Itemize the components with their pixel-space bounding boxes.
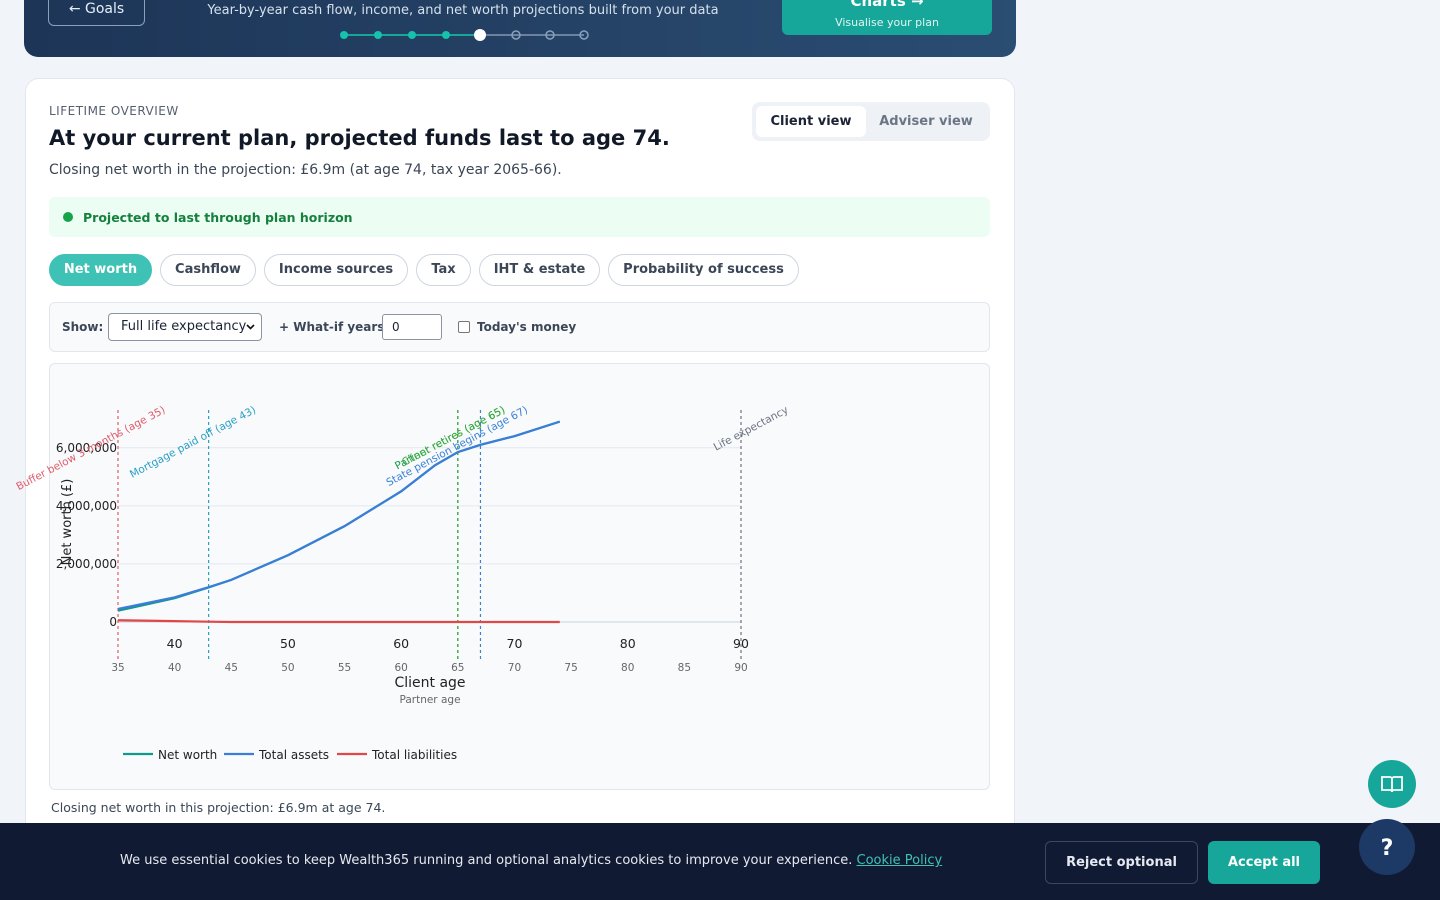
series-line — [117, 420, 561, 611]
x-tick-label: 70 — [507, 636, 523, 651]
heading: At your current plan, projected funds la… — [49, 126, 670, 150]
x2-tick-label: 60 — [394, 662, 407, 674]
x-axis-title: Client age — [394, 675, 465, 691]
event-label: Buffer below 3 months (age 35) — [14, 404, 167, 493]
tab[interactable]: Probability of success — [608, 254, 799, 286]
x2-tick-label: 45 — [225, 662, 238, 674]
x2-tick-label: 80 — [621, 662, 634, 674]
x-tick-label: 80 — [620, 636, 636, 651]
next-title: Charts → — [850, 0, 924, 10]
x2-tick-label: 75 — [564, 662, 577, 674]
reject-button[interactable]: Reject optional — [1045, 841, 1198, 884]
legend-label: Total assets — [258, 748, 329, 762]
show-value: Full life expectancy — [121, 319, 247, 334]
cookie-link[interactable]: Cookie Policy — [856, 853, 943, 868]
y-axis-title: Net worth (£) — [60, 479, 75, 566]
svg-text:?: ? — [1381, 836, 1394, 861]
x2-tick-label: 40 — [168, 662, 181, 674]
cookie-bar — [0, 823, 1440, 900]
status-banner — [49, 197, 990, 237]
whatif-label: + What-if years: — [279, 320, 390, 334]
x2-tick-label: 50 — [281, 662, 294, 674]
next-subtitle: Visualise your plan — [835, 16, 939, 29]
event-label: State pension begins (age 67) — [384, 404, 529, 489]
tab[interactable]: IHT & estate — [479, 254, 600, 286]
accept-button[interactable]: Accept all — [1208, 841, 1320, 884]
cookie-message: We use essential cookies to keep Wealth3… — [120, 853, 853, 868]
eyebrow: LIFETIME OVERVIEW — [49, 104, 179, 118]
legend-label: Total liabilities — [371, 748, 457, 762]
x2-tick-label: 55 — [338, 662, 351, 674]
status-dot — [63, 212, 73, 222]
tab-active[interactable]: Net worth — [49, 254, 152, 286]
show-select[interactable]: Full life expectancy — [108, 313, 262, 341]
todays-money-checkbox[interactable] — [458, 321, 470, 333]
x2-tick-label: 35 — [111, 662, 124, 674]
summary: Closing net worth in the projection: £6.… — [49, 162, 562, 178]
x2-tick-label: 85 — [678, 662, 691, 674]
client-view[interactable]: Client view — [756, 106, 866, 137]
help-button[interactable]: ? — [1358, 818, 1418, 878]
progress-steps — [340, 29, 589, 41]
chart: 0 2,000,000 4,000,000 6,000,000 40 50 60 70 80 90… — [14, 404, 791, 762]
x-tick-label: 60 — [393, 636, 409, 651]
x2-tick-label: 70 — [508, 662, 521, 674]
tab[interactable]: Cashflow — [160, 254, 256, 286]
x2-axis-title: Partner age — [399, 694, 460, 706]
x-tick-label: 40 — [167, 636, 183, 651]
event-label: Client retires (age 65) — [400, 404, 507, 469]
chevron — [246, 324, 255, 330]
series-line — [117, 619, 560, 624]
guide-button[interactable] — [1366, 758, 1418, 810]
cookie-text: We use essential cookies to keep Wealth3… — [120, 853, 942, 868]
x-tick-label: 50 — [280, 636, 296, 651]
event-label: Life expectancy — [712, 404, 791, 453]
back-button[interactable]: ← Goals — [48, 0, 145, 26]
y-tick-label: 0 — [109, 615, 117, 629]
whatif-input[interactable]: 0 — [382, 314, 442, 340]
y-tick-label: 2,000,000 — [56, 557, 117, 571]
show-label: Show: — [62, 320, 104, 334]
x2-tick-label: 90 — [734, 662, 747, 674]
todays-money-label: Today's money — [477, 320, 577, 334]
y-tick-label: 6,000,000 — [56, 441, 117, 455]
status-text: Projected to last through plan horizon — [83, 210, 353, 225]
x-tick-label: 90 — [733, 636, 749, 651]
x2-tick-label: 65 — [451, 662, 464, 674]
tab[interactable]: Tax — [416, 254, 471, 286]
header-subtitle: Year-by-year cash flow, income, and net … — [207, 3, 719, 18]
legend-label: Net worth — [158, 748, 217, 762]
footer-note: Closing net worth in this projection: £6… — [51, 800, 386, 815]
adviser-view[interactable]: Adviser view — [879, 114, 973, 129]
tab[interactable]: Income sources — [264, 254, 408, 286]
y-tick-label: 4,000,000 — [56, 499, 117, 513]
next-button[interactable]: Charts → Visualise your plan — [782, 0, 992, 35]
